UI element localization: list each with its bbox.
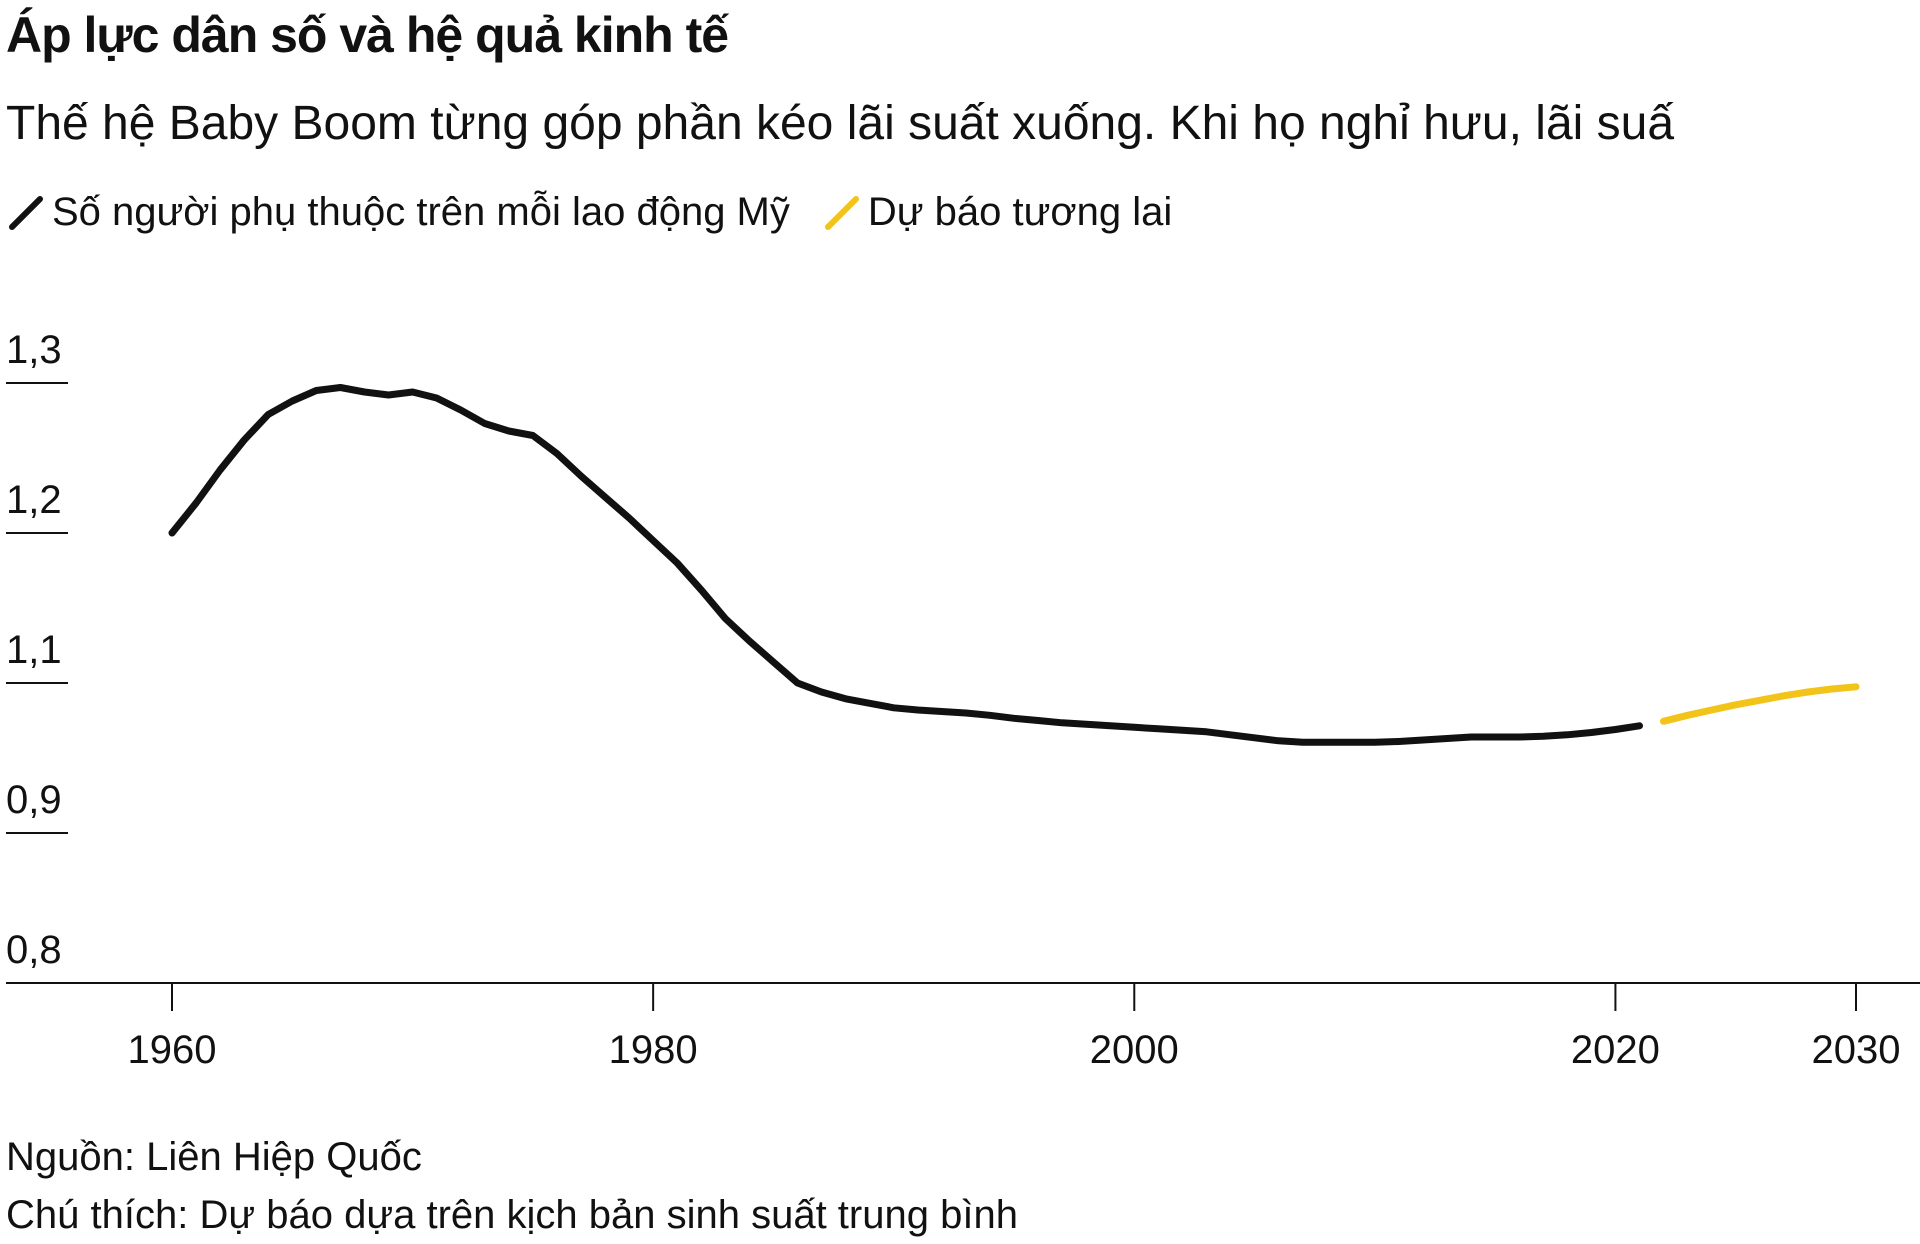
legend-item-history: Số người phụ thuộc trên mỗi lao động Mỹ <box>6 190 790 235</box>
y-tick-label: 1,3 <box>6 328 62 372</box>
x-tick-label: 1980 <box>609 1028 698 1072</box>
legend-swatch-forecast-icon <box>824 195 859 230</box>
series-layer <box>168 384 1860 746</box>
legend-label-history: Số người phụ thuộc trên mỗi lao động Mỹ <box>52 190 790 234</box>
x-tick-label: 1960 <box>128 1028 217 1072</box>
legend-label-forecast: Dự báo tương lai <box>867 190 1173 234</box>
y-axis: 0,8 0,9 1,1 1,2 1,3 <box>6 328 68 972</box>
series-line-history <box>168 384 1643 746</box>
series-line-forecast <box>1660 683 1860 725</box>
chart-subtitle: Thế hệ Baby Boom từng góp phần kéo lãi s… <box>6 97 1675 150</box>
footnote: Chú thích: Dự báo dựa trên kịch bản sinh… <box>6 1193 1018 1237</box>
x-tick-label: 2020 <box>1571 1028 1660 1072</box>
y-tick-label: 0,8 <box>6 928 62 972</box>
legend-swatch-history-icon <box>9 195 43 230</box>
x-tick-label: 2030 <box>1812 1028 1901 1072</box>
y-tick-label: 1,1 <box>6 628 62 672</box>
x-axis: 1960 1980 2000 2020 2030 <box>6 982 1920 1072</box>
line-chart: 0,8 0,9 1,1 1,2 1,3 1960 1980 2000 2020 2030 <box>6 328 1920 1072</box>
y-tick-label: 0,9 <box>6 778 62 822</box>
source-note: Nguồn: Liên Hiệp Quốc <box>6 1135 422 1179</box>
y-tick-label: 1,2 <box>6 478 62 522</box>
chart-legend: Số người phụ thuộc trên mỗi lao động Mỹ … <box>6 190 1204 235</box>
chart-title: Áp lực dân số và hệ quả kinh tế <box>6 7 729 63</box>
legend-item-forecast: Dự báo tương lai <box>822 190 1172 235</box>
x-tick-label: 2000 <box>1090 1028 1179 1072</box>
